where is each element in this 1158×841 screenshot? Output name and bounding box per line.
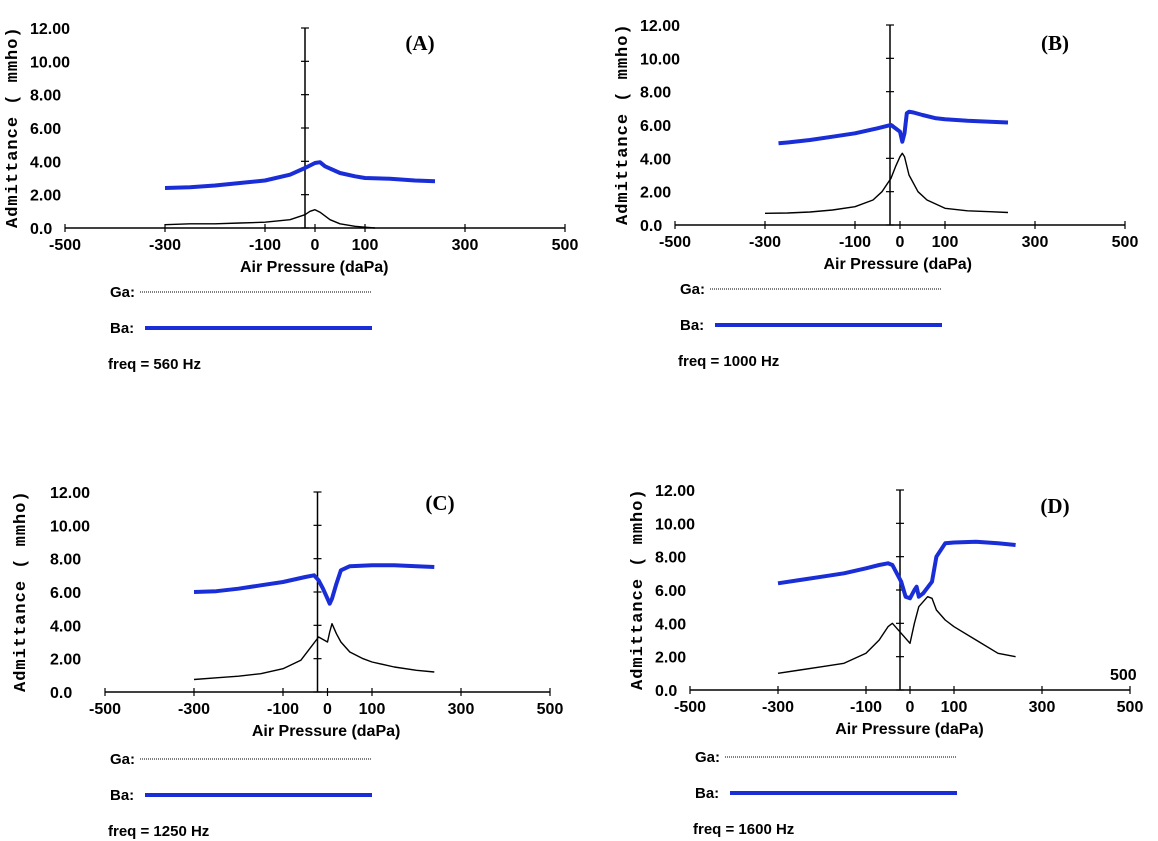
panel-c-series-ba — [193, 563, 435, 606]
panel-d-x-tick-label: 300 — [1029, 699, 1056, 716]
panel-a-y-tick-label: 8.00 — [30, 88, 61, 105]
panel-b-x-tick-label: -300 — [749, 234, 781, 251]
panel-c-x-tick-label: 0 — [323, 701, 332, 718]
panel-c-x-tick-label: -300 — [178, 701, 210, 718]
panel-b-x-tick-label: 500 — [1112, 234, 1139, 251]
panel-a-y-tick-label: 0.0 — [30, 221, 52, 238]
panel-c-x-axis-label: Air Pressure (daPa) — [252, 723, 401, 740]
panel-b-y-tick-label: 4.00 — [640, 151, 671, 168]
panel-d-y-tick-label: 2.00 — [655, 650, 686, 667]
panel-a-y-axis-label: Admittance ( mmho) — [4, 26, 23, 228]
panel-a-x-tick-label: 300 — [452, 237, 479, 254]
panel-c-series-ga — [193, 623, 435, 681]
panel-c-x-tick-label: 500 — [537, 701, 564, 718]
panel-d-y-tick-label: 4.00 — [655, 616, 686, 633]
panel-b-x-tick-label: -100 — [839, 234, 871, 251]
panel-d-y-tick-label: 6.00 — [655, 583, 686, 600]
panel-c-legend-ba-label: Ba: — [110, 787, 134, 804]
panel-c-y-tick-label: 12.00 — [50, 485, 90, 502]
panel-b-legend-ga-label: Ga: — [680, 281, 705, 298]
panel-d-y-tick-label: 8.00 — [655, 550, 686, 567]
panel-b-y-tick-label: 0.0 — [640, 218, 662, 235]
panel-b-y-axis-label: Admittance ( mmho) — [614, 23, 633, 225]
panel-d-x-tick-label: -500 — [674, 699, 706, 716]
panel-b-x-axis-label: Air Pressure (daPa) — [824, 256, 973, 273]
panel-a-y-tick-label: 12.00 — [30, 21, 70, 38]
panel-a-y-tick-label: 4.00 — [30, 154, 61, 171]
panel-c-y-tick-label: 10.00 — [50, 518, 90, 535]
panel-a-legend-ba-label: Ba: — [110, 320, 134, 337]
panel-b-y-tick-label: 10.00 — [640, 51, 680, 68]
panel-b-y-tick-label: 6.00 — [640, 118, 671, 135]
stray-tick-label: 500 — [1110, 667, 1137, 684]
panel-d-y-axis-label: Admittance ( mmho) — [629, 488, 648, 690]
panel-a-y-tick-label: 6.00 — [30, 121, 61, 138]
panel-a-x-tick-label: 500 — [552, 237, 579, 254]
panel-a-legend-freq: freq = 560 Hz — [108, 356, 201, 373]
panel-b-series-ba — [778, 109, 1009, 146]
panel-a-x-axis-label: Air Pressure (daPa) — [240, 259, 389, 276]
panel-c-title: (C) — [425, 491, 454, 515]
panel-d-x-tick-label: 0 — [906, 699, 915, 716]
panel-d-legend-ba-label: Ba: — [695, 785, 719, 802]
panel-d-y-tick-label: 0.0 — [655, 683, 677, 700]
panel-a-series-ga — [164, 208, 376, 229]
panel-a-y-tick-label: 2.00 — [30, 188, 61, 205]
panel-c-x-tick-label: 300 — [448, 701, 475, 718]
panel-d-title: (D) — [1040, 494, 1069, 518]
panel-d-x-tick-label: 100 — [941, 699, 968, 716]
panel-b-x-tick-label: 300 — [1022, 234, 1049, 251]
panel-a-x-tick-label: -300 — [149, 237, 181, 254]
panel-c-y-tick-label: 2.00 — [50, 652, 81, 669]
panel-b-series-ga — [764, 152, 1009, 214]
panel-d-legend-freq: freq = 1600 Hz — [693, 821, 794, 838]
panel-b-y-tick-label: 8.00 — [640, 85, 671, 102]
panel-b-title: (B) — [1041, 31, 1069, 55]
panel-d-series-ga — [777, 596, 1016, 674]
panel-a-y-tick-label: 10.00 — [30, 54, 70, 71]
panel-c-legend-freq: freq = 1250 Hz — [108, 823, 209, 840]
panel-a-series-ba — [164, 160, 436, 190]
panel-d-series-ba — [777, 539, 1016, 601]
panel-d-x-tick-label: 500 — [1117, 699, 1144, 716]
panel-a-x-tick-label: -100 — [249, 237, 281, 254]
panel-c-x-tick-label: -500 — [89, 701, 121, 718]
panel-d-legend-ga-label: Ga: — [695, 749, 720, 766]
panel-c-x-tick-label: 100 — [359, 701, 386, 718]
panel-a-x-tick-label: 0 — [311, 237, 320, 254]
panel-b-x-tick-label: -500 — [659, 234, 691, 251]
panel-b-x-tick-label: 100 — [932, 234, 959, 251]
panel-b-legend-freq: freq = 1000 Hz — [678, 353, 779, 370]
panel-d-x-tick-label: -300 — [762, 699, 794, 716]
panel-d-x-tick-label: -100 — [850, 699, 882, 716]
panel-c-y-tick-label: 6.00 — [50, 585, 81, 602]
panel-a-x-tick-label: -500 — [49, 237, 81, 254]
panel-c-y-tick-label: 4.00 — [50, 618, 81, 635]
panel-c-y-axis-label: Admittance ( mmho) — [12, 490, 31, 692]
panel-a-title: (A) — [405, 31, 434, 55]
panel-b-y-tick-label: 12.00 — [640, 18, 680, 35]
panel-d-x-axis-label: Air Pressure (daPa) — [835, 721, 984, 738]
panel-a-x-tick-label: 100 — [352, 237, 379, 254]
panel-c-legend-ga-label: Ga: — [110, 751, 135, 768]
panel-d-y-tick-label: 12.00 — [655, 483, 695, 500]
panel-b-y-tick-label: 2.00 — [640, 185, 671, 202]
panel-c-x-tick-label: -100 — [267, 701, 299, 718]
panel-b-x-tick-label: 0 — [896, 234, 905, 251]
panel-d-y-tick-label: 10.00 — [655, 516, 695, 533]
panel-c-y-tick-label: 8.00 — [50, 552, 81, 569]
panel-a-legend-ga-label: Ga: — [110, 284, 135, 301]
panel-c-y-tick-label: 0.0 — [50, 685, 72, 702]
panel-b-legend-ba-label: Ba: — [680, 317, 704, 334]
